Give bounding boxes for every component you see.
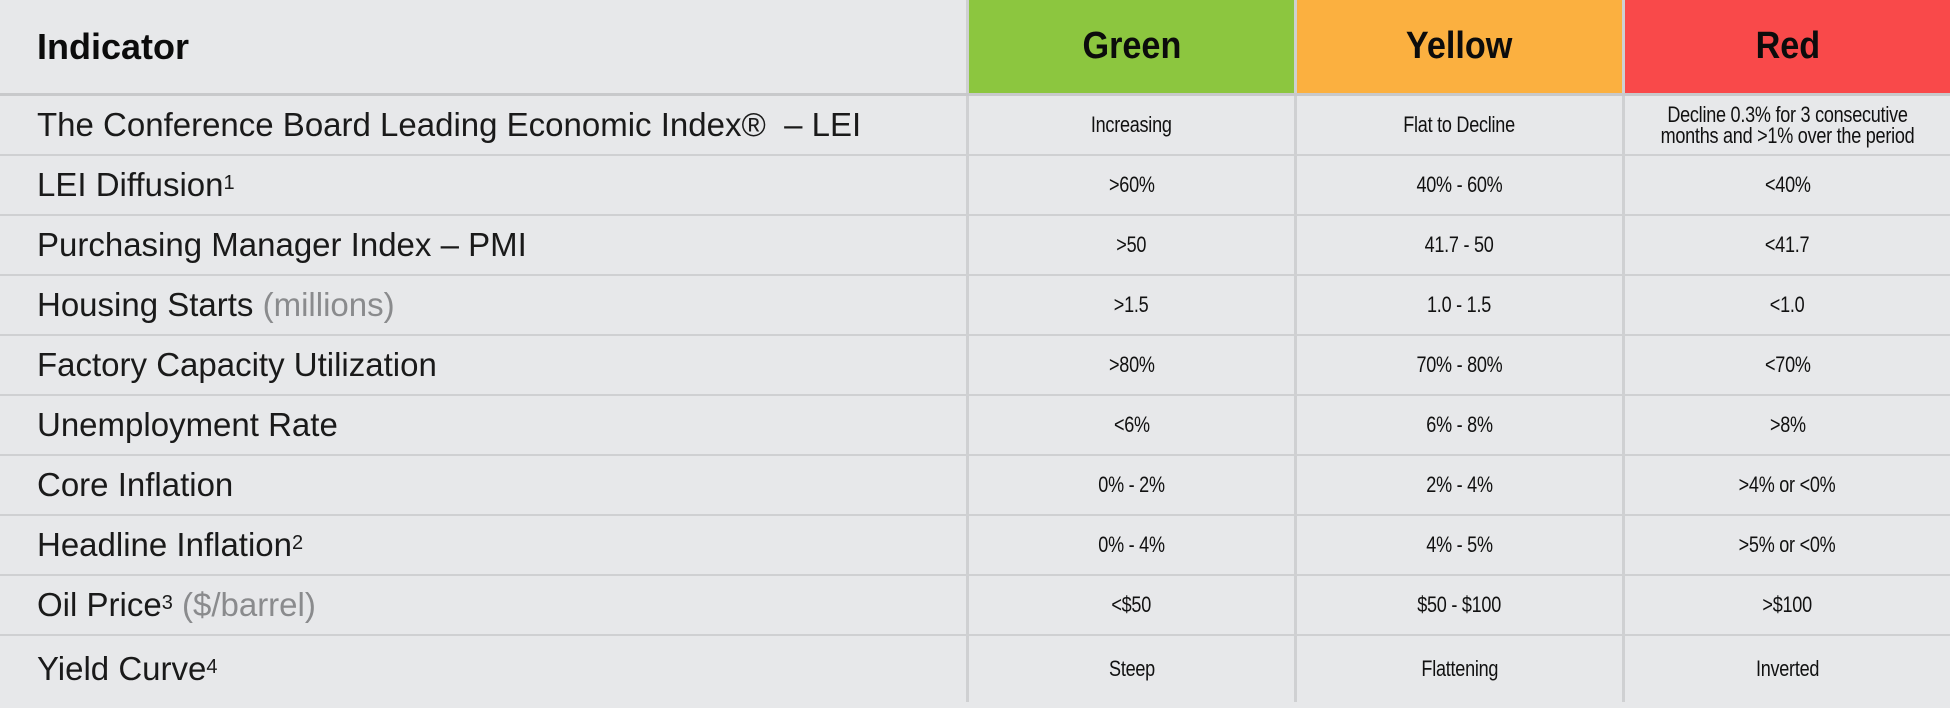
indicator-name-cell: Factory Capacity Utilization bbox=[0, 336, 966, 394]
yellow-threshold-value: 1.0 - 1.5 bbox=[1427, 292, 1492, 317]
indicator-name: The Conference Board Leading Economic In… bbox=[37, 106, 862, 143]
indicator-name: Housing Starts bbox=[37, 286, 263, 323]
table-row: Factory Capacity Utilization >80% 70% - 80… bbox=[0, 336, 1950, 396]
yellow-threshold-cell: Flat to Decline bbox=[1294, 96, 1622, 154]
indicator-name: Purchasing Manager Index – PMI bbox=[37, 226, 527, 263]
green-threshold-cell: >1.5 bbox=[966, 276, 1294, 334]
table-row: Unemployment Rate <6% 6% - 8% >8% bbox=[0, 396, 1950, 456]
indicator-name-cell: The Conference Board Leading Economic In… bbox=[0, 96, 966, 154]
indicator-column-header: Indicator bbox=[37, 25, 190, 67]
indicator-name-cell: Core Inflation bbox=[0, 456, 966, 514]
red-threshold-value: Inverted bbox=[1755, 656, 1820, 681]
yellow-threshold-cell: 41.7 - 50 bbox=[1294, 216, 1622, 274]
yellow-threshold-cell: $50 - $100 bbox=[1294, 576, 1622, 634]
yellow-threshold-value: Flat to Decline bbox=[1403, 112, 1516, 137]
yellow-threshold-value: 6% - 8% bbox=[1426, 412, 1493, 437]
yellow-threshold-cell: 2% - 4% bbox=[1294, 456, 1622, 514]
indicator-name-cell: Headline Inflation 2 bbox=[37, 526, 304, 563]
indicator-name-cell: LEI Diffusion 1 bbox=[37, 166, 235, 203]
yellow-threshold-cell: 4% - 5% bbox=[1294, 516, 1622, 574]
red-threshold-cell: <70% bbox=[1622, 336, 1950, 394]
indicator-name-cell: Purchasing Manager Index – PMI bbox=[0, 216, 966, 274]
table-row: The Conference Board Leading Economic In… bbox=[0, 96, 1950, 156]
green-threshold-cell: >80% bbox=[966, 336, 1294, 394]
yellow-threshold-value: 40% - 60% bbox=[1416, 172, 1503, 197]
red-threshold-cell: >4% or <0% bbox=[1622, 456, 1950, 514]
green-threshold-value: 0% - 2% bbox=[1098, 472, 1165, 497]
table-body: The Conference Board Leading Economic In… bbox=[0, 96, 1950, 702]
green-threshold-cell: 0% - 2% bbox=[966, 456, 1294, 514]
red-threshold-value: >8% bbox=[1769, 412, 1806, 437]
indicator-name: Core Inflation bbox=[37, 466, 234, 503]
yellow-threshold-value: 70% - 80% bbox=[1416, 352, 1503, 377]
indicator-unit: (millions) bbox=[262, 286, 395, 323]
table-header-row: Indicator Green Yellow Red bbox=[0, 0, 1950, 96]
green-threshold-value: <$50 bbox=[1111, 592, 1152, 617]
red-threshold-cell: Decline 0.3% for 3 consecutive months an… bbox=[1622, 96, 1950, 154]
yellow-threshold-value: 4% - 5% bbox=[1426, 532, 1493, 557]
green-threshold-cell: Increasing bbox=[966, 96, 1294, 154]
red-threshold-cell: >8% bbox=[1622, 396, 1950, 454]
red-column-header: Red bbox=[1622, 0, 1950, 93]
green-threshold-value: <6% bbox=[1113, 412, 1150, 437]
indicator-name-cell: Housing Starts (millions) bbox=[0, 276, 966, 334]
green-threshold-value: >50 bbox=[1116, 232, 1147, 257]
table-row: Headline Inflation 2 0% - 4% 4% - 5% >5% or … bbox=[0, 516, 1950, 576]
red-threshold-cell: Inverted bbox=[1622, 636, 1950, 702]
green-threshold-cell: >60% bbox=[966, 156, 1294, 214]
red-threshold-value: <1.0 bbox=[1770, 292, 1805, 317]
red-threshold-value: <40% bbox=[1764, 172, 1811, 197]
green-threshold-cell: <$50 bbox=[966, 576, 1294, 634]
green-threshold-cell: Steep bbox=[966, 636, 1294, 702]
red-threshold-cell: >$100 bbox=[1622, 576, 1950, 634]
green-threshold-value: Increasing bbox=[1091, 112, 1172, 137]
green-threshold-value: 0% - 4% bbox=[1098, 532, 1165, 557]
yellow-threshold-cell: 40% - 60% bbox=[1294, 156, 1622, 214]
table-row: Yield Curve 4 Steep Flattening Inverted bbox=[0, 636, 1950, 702]
table-row: Housing Starts (millions) >1.5 1.0 - 1.5 <1… bbox=[0, 276, 1950, 336]
red-threshold-value: >$100 bbox=[1762, 592, 1813, 617]
yellow-threshold-cell: 1.0 - 1.5 bbox=[1294, 276, 1622, 334]
green-threshold-cell: <6% bbox=[966, 396, 1294, 454]
red-threshold-value: <41.7 bbox=[1765, 232, 1810, 257]
table-row: Purchasing Manager Index – PMI >50 41.7 - … bbox=[0, 216, 1950, 276]
indicator-name-cell: Oil Price 3 ($/barrel) bbox=[37, 586, 316, 623]
green-threshold-value: >80% bbox=[1108, 352, 1155, 377]
yellow-threshold-cell: Flattening bbox=[1294, 636, 1622, 702]
indicator-unit: ($/barrel) bbox=[172, 586, 316, 623]
indicator-name-cell: Unemployment Rate bbox=[0, 396, 966, 454]
table-row: Oil Price 3 ($/barrel) <$50 $50 - $100 >$100 bbox=[0, 576, 1950, 636]
table-row: Core Inflation 0% - 2% 2% - 4% >4% or <0% bbox=[0, 456, 1950, 516]
indicator-name: LEI Diffusion bbox=[37, 166, 224, 203]
red-threshold-cell: <40% bbox=[1622, 156, 1950, 214]
yellow-threshold-value: 2% - 4% bbox=[1426, 472, 1493, 497]
indicator-name: Yield Curve bbox=[37, 650, 207, 687]
indicator-name: Headline Inflation bbox=[37, 526, 293, 563]
indicator-name: Factory Capacity Utilization bbox=[37, 346, 437, 383]
green-threshold-cell: >50 bbox=[966, 216, 1294, 274]
red-threshold-cell: <41.7 bbox=[1622, 216, 1950, 274]
red-threshold-cell: <1.0 bbox=[1622, 276, 1950, 334]
green-threshold-cell: 0% - 4% bbox=[966, 516, 1294, 574]
indicator-name: Oil Price bbox=[37, 586, 162, 623]
yellow-threshold-cell: 6% - 8% bbox=[1294, 396, 1622, 454]
yellow-threshold-value: $50 - $100 bbox=[1417, 592, 1502, 617]
yellow-threshold-cell: 70% - 80% bbox=[1294, 336, 1622, 394]
green-threshold-value: Steep bbox=[1108, 656, 1155, 681]
green-column-header: Green bbox=[966, 0, 1294, 93]
red-threshold-value: >4% or <0% bbox=[1739, 472, 1836, 497]
yellow-column-header: Yellow bbox=[1294, 0, 1622, 93]
red-threshold-value: <70% bbox=[1764, 352, 1811, 377]
red-threshold-value: Decline 0.3% for 3 consecutive months an… bbox=[1660, 102, 1915, 148]
table-row: LEI Diffusion 1 >60% 40% - 60% <40% bbox=[0, 156, 1950, 216]
red-threshold-value: >5% or <0% bbox=[1739, 532, 1836, 557]
indicator-name-cell: Yield Curve 4 bbox=[37, 650, 218, 687]
green-threshold-value: >1.5 bbox=[1114, 292, 1149, 317]
red-threshold-cell: >5% or <0% bbox=[1622, 516, 1950, 574]
green-threshold-value: >60% bbox=[1108, 172, 1155, 197]
yellow-threshold-value: 41.7 - 50 bbox=[1424, 232, 1494, 257]
indicator-name: Unemployment Rate bbox=[37, 406, 338, 443]
yellow-threshold-value: Flattening bbox=[1421, 656, 1498, 681]
